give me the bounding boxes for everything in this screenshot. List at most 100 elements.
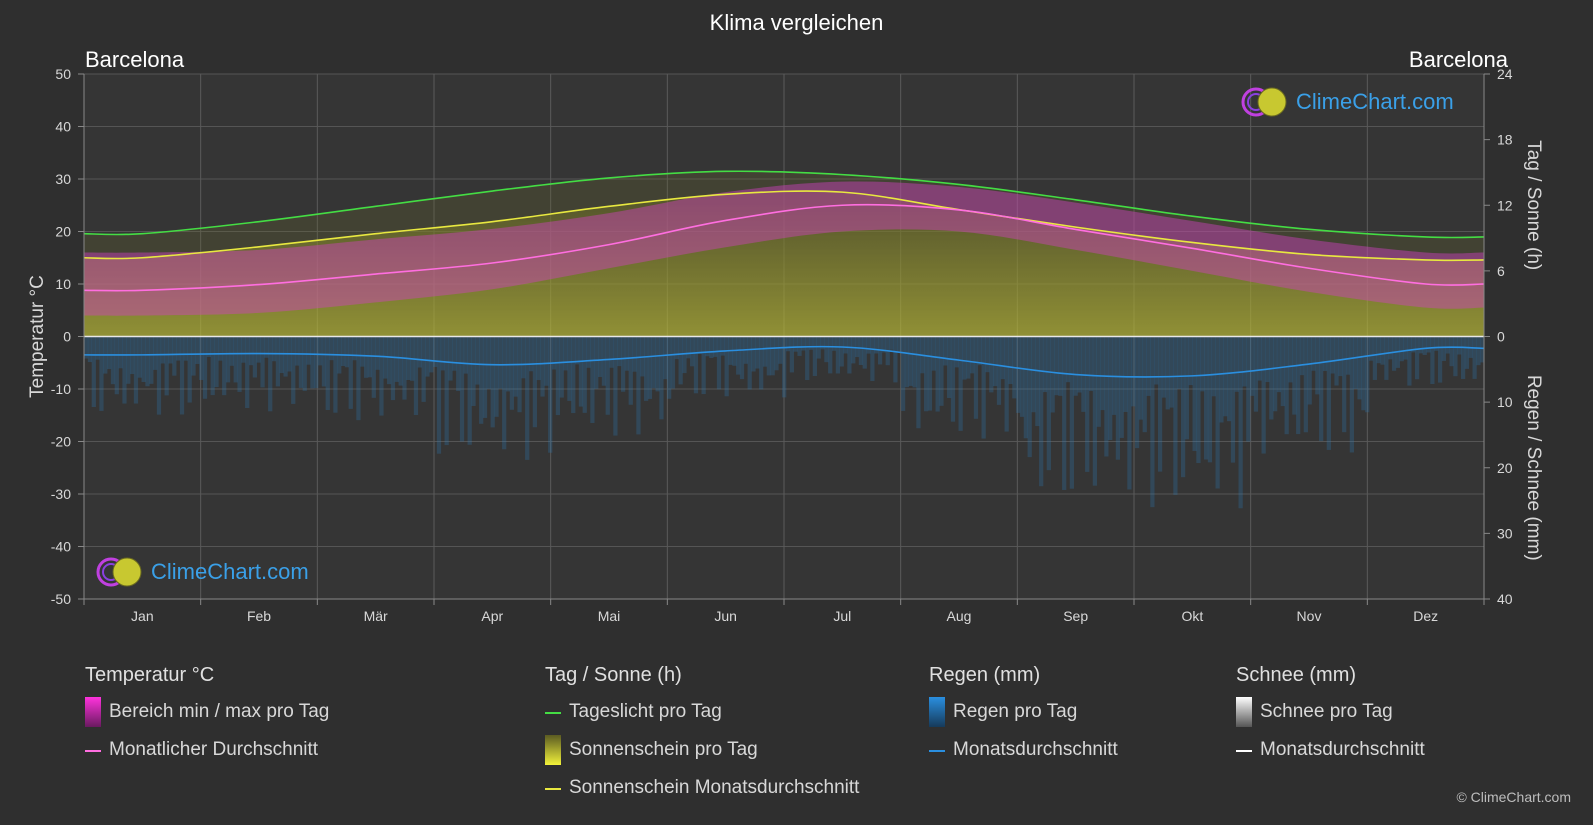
rain-day-bar	[824, 336, 829, 363]
rain-day-bar	[1192, 336, 1197, 451]
rain-day-bar	[202, 336, 208, 399]
rain-day-bar	[1234, 336, 1239, 392]
rain-day-bar	[1027, 336, 1032, 458]
rain-day-bar	[559, 336, 564, 398]
rain-day-bar	[1480, 336, 1485, 363]
rain-day-bar	[1330, 336, 1335, 374]
rain-day-bar	[1219, 336, 1224, 423]
rain-day-bar	[793, 336, 798, 352]
rain-day-bar	[594, 336, 599, 389]
rain-day-bar	[133, 336, 139, 404]
rain-day-bar	[839, 336, 844, 367]
x-tick-label: Jun	[714, 608, 737, 624]
y-tick-label-temp: 50	[55, 66, 71, 82]
rain-day-bar	[778, 336, 783, 364]
rain-day-bar	[467, 336, 472, 445]
rain-day-bar	[367, 336, 373, 378]
rain-day-bar	[452, 336, 457, 371]
rain-day-bar	[801, 336, 806, 351]
rain-day-bar	[206, 336, 211, 358]
rain-day-bar	[191, 336, 196, 376]
x-tick-label: Nov	[1297, 608, 1322, 624]
rain-day-bar	[1104, 336, 1109, 457]
rain-day-bar	[797, 336, 802, 356]
rain-day-bar	[713, 336, 718, 357]
rain-day-bar	[107, 336, 112, 370]
rain-day-bar	[1165, 336, 1170, 410]
rain-day-bar	[1441, 336, 1447, 361]
rain-day-bar	[663, 336, 668, 380]
y-tick-label-temp: -10	[51, 381, 71, 397]
rain-day-bar	[1119, 336, 1124, 438]
legend-label: Bereich min / max pro Tag	[109, 701, 330, 722]
rain-day-bar	[356, 336, 361, 421]
rain-day-bar	[682, 336, 687, 374]
rain-day-bar	[1142, 336, 1147, 433]
x-tick-label: Jul	[833, 608, 851, 624]
rain-day-bar	[716, 336, 722, 390]
y-tick-label-rain: 10	[1497, 394, 1513, 410]
rain-day-bar	[851, 336, 856, 364]
rain-day-bar	[245, 336, 250, 409]
rain-day-bar	[1376, 336, 1381, 364]
brand-logo-bottom: ClimeChart.com	[95, 556, 309, 588]
rain-day-bar	[812, 336, 818, 376]
rain-day-bar	[325, 336, 330, 410]
x-tick-label: Mai	[598, 608, 621, 624]
legend-header: Temperatur °C	[85, 664, 215, 686]
rain-day-bar	[1035, 336, 1040, 427]
rain-day-bar	[586, 336, 591, 368]
rain-day-bar	[912, 336, 917, 388]
rain-day-bar	[578, 336, 584, 407]
legend-snow: Schnee (mm) Schnee pro Tag Monatsdurchsc…	[1236, 664, 1425, 777]
rain-day-bar	[222, 336, 227, 396]
rain-day-bar	[808, 336, 814, 350]
rain-day-bar	[644, 336, 649, 401]
rain-day-bar	[306, 336, 311, 365]
rain-day-bar	[866, 336, 871, 354]
rain-day-bar	[494, 336, 499, 417]
rain-day-bar	[1357, 336, 1362, 400]
rain-day-bar	[908, 336, 913, 386]
rain-day-bar	[1472, 336, 1477, 379]
rain-day-bar	[927, 336, 933, 411]
rain-day-bar	[1453, 336, 1458, 377]
rain-day-bar	[705, 336, 710, 357]
rain-day-bar	[601, 336, 607, 386]
rain-day-bar	[1223, 336, 1228, 417]
rain-day-bar	[448, 336, 453, 381]
temp-avg-swatch	[85, 750, 101, 752]
rain-day-bar	[252, 336, 258, 378]
rain-day-bar	[348, 336, 353, 409]
rain-day-bar	[532, 336, 538, 428]
rain-day-bar	[141, 336, 146, 383]
rain-day-bar	[935, 336, 940, 412]
sunshine-avg-swatch	[545, 788, 561, 790]
rain-day-bar	[970, 336, 975, 374]
rain-day-bar	[1460, 336, 1466, 379]
rain-day-bar	[828, 336, 833, 374]
rain-day-bar	[651, 336, 656, 389]
rain-day-bar	[1353, 336, 1358, 389]
rain-day-bar	[889, 336, 894, 350]
y-tick-label-rain: 20	[1497, 460, 1513, 476]
y-tick-label-temp: 0	[63, 329, 71, 345]
legend-label: Monatsdurchschnitt	[1260, 739, 1425, 760]
rain-day-bar	[398, 336, 403, 386]
rain-day-bar	[893, 336, 898, 383]
rain-day-bar	[1422, 336, 1427, 355]
rain-day-bar	[390, 336, 396, 401]
rain-day-bar	[774, 336, 779, 371]
rain-day-bar	[632, 336, 637, 372]
rain-day-bar	[310, 336, 315, 389]
chart-title: Klima vergleichen	[709, 10, 884, 35]
rain-day-bar	[1315, 336, 1320, 395]
rain-day-bar	[1131, 336, 1136, 407]
rain-day-bar	[1138, 336, 1144, 420]
rain-day-bar	[99, 336, 104, 411]
rain-day-bar	[509, 336, 514, 410]
x-tick-label: Feb	[247, 608, 271, 624]
rain-day-bar	[1173, 336, 1178, 495]
rain-day-bar	[548, 336, 553, 453]
legend-label: Monatsdurchschnitt	[953, 739, 1118, 760]
